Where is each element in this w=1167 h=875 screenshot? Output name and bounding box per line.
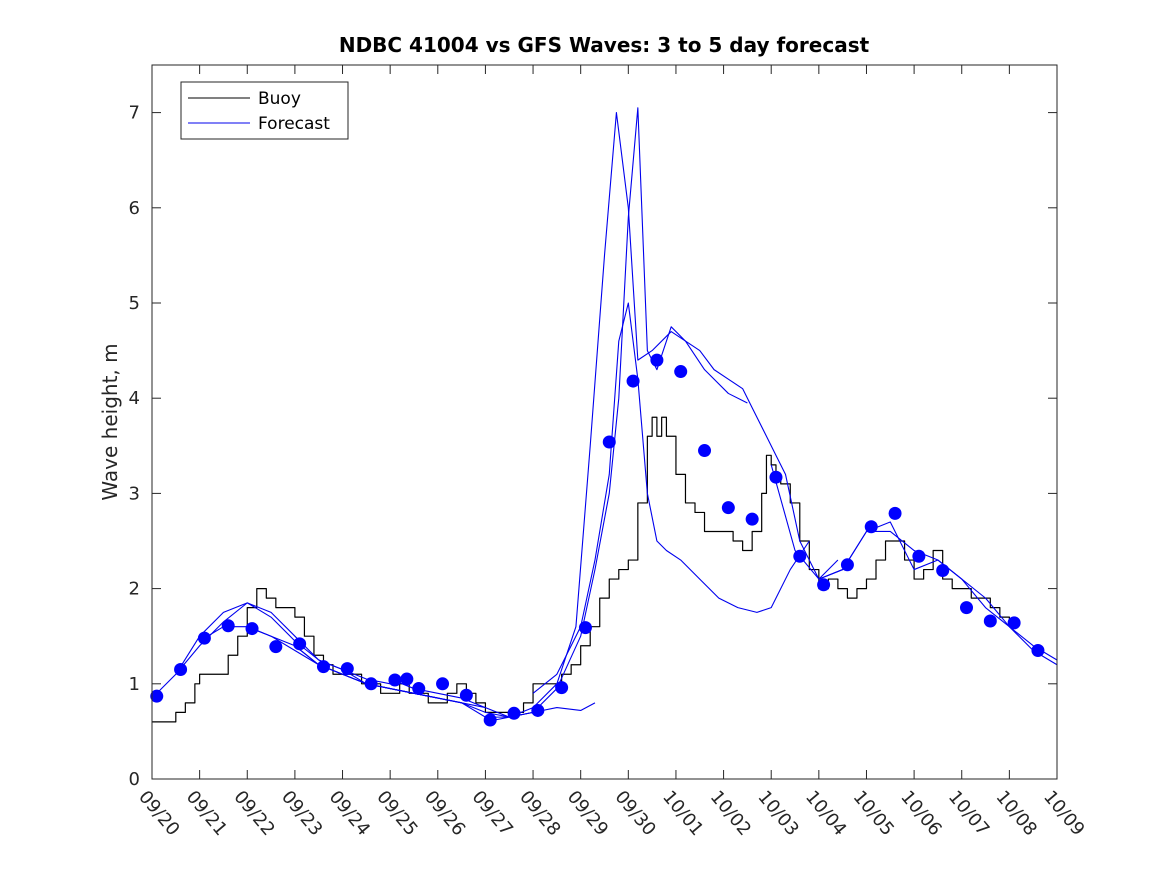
buoy-series-line [152,416,1010,723]
forecast-marker [459,688,473,702]
forecast-marker [769,470,783,484]
forecast-marker [507,706,521,720]
forecast-marker [745,512,759,526]
forecast-marker [983,614,997,628]
forecast-marker [650,353,664,367]
forecast-marker [864,520,878,534]
forecast-marker [197,631,211,645]
forecast-marker [793,549,807,563]
forecast-marker [721,501,735,515]
forecast-marker [578,621,592,635]
forecast-marker [400,672,414,686]
marker-layer [150,353,1045,727]
legend-buoy-label: Buoy [258,89,301,109]
forecast-marker [912,549,926,563]
forecast-marker [293,637,307,651]
forecast-marker [340,662,354,676]
forecast-marker [364,677,378,691]
forecast-series-line-10 [818,521,1058,661]
forecast-marker [221,619,235,633]
forecast-marker [888,506,902,520]
forecast-series-line-7 [485,107,748,723]
forecast-marker [840,558,854,572]
y-tick-label: 1 [129,674,140,695]
legend: Buoy Forecast [180,81,349,140]
forecast-marker [174,663,188,677]
y-tick-label: 4 [129,388,140,409]
forecast-marker [960,601,973,615]
forecast-marker [269,640,283,654]
forecast-marker [817,578,831,592]
forecast-marker [674,365,688,379]
y-tick-label: 5 [129,293,140,314]
forecast-marker [936,564,950,578]
forecast-marker [436,677,450,691]
plot-area-frame [151,64,1058,780]
legend-box [180,81,349,140]
y-tick-label: 0 [129,769,140,790]
chart-title: NDBC 41004 vs GFS Waves: 3 to 5 day fore… [339,33,870,57]
forecast-marker [626,374,640,388]
y-tick-label: 7 [129,103,140,124]
y-tick-label: 3 [129,483,140,504]
forecast-marker [1031,643,1045,657]
forecast-marker [531,703,545,717]
forecast-marker [602,435,616,449]
forecast-series-line-6 [389,112,839,718]
forecast-marker [388,673,402,687]
y-tick-label: 2 [129,579,140,600]
forecast-marker [698,444,712,458]
y-axis-label: Wave height, m [98,343,122,500]
forecast-series-line-8 [532,302,810,694]
forecast-marker [150,689,164,703]
y-tick-label: 6 [129,198,140,219]
forecast-marker [245,622,259,636]
forecast-marker [412,682,426,696]
forecast-marker [316,660,330,674]
forecast-marker [1007,616,1021,630]
forecast-marker [483,713,497,727]
forecast-marker [555,681,569,695]
forecast-series-line-5 [294,645,596,718]
legend-forecast-label: Forecast [258,114,330,134]
